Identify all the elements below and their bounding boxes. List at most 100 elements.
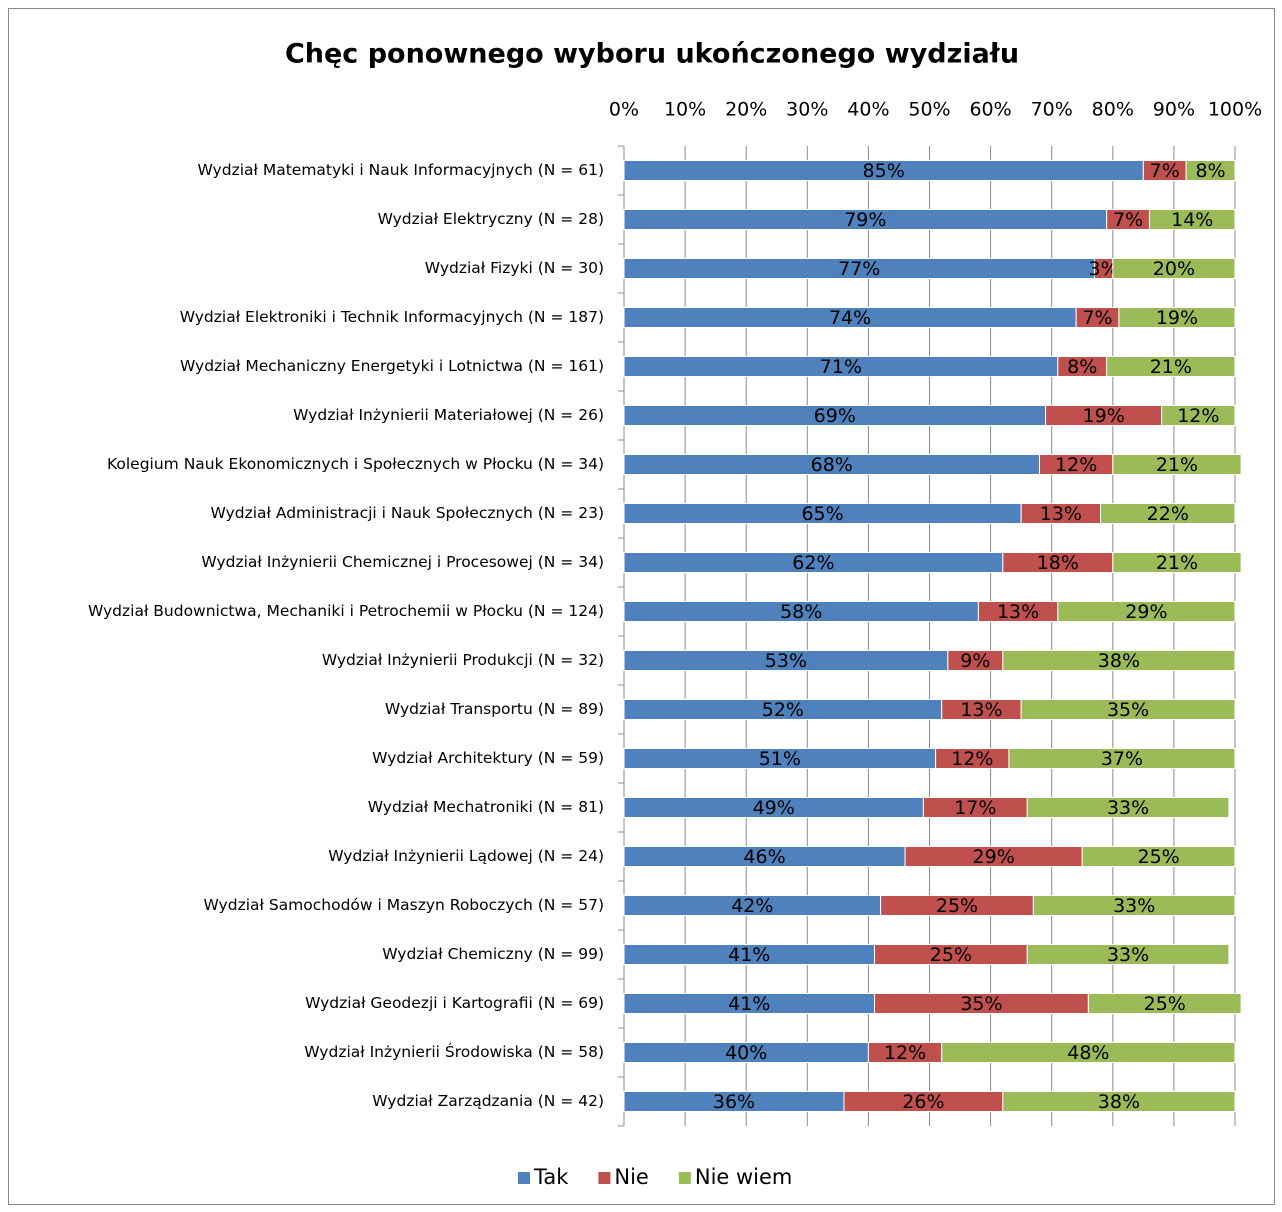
value-label: 17% [954,797,996,819]
value-label: 38% [1098,1091,1140,1113]
value-label: 46% [743,846,785,868]
x-tick-label: 70% [1031,99,1073,121]
bar-segment [1087,993,1242,1014]
value-label: 14% [1171,209,1213,231]
value-label: 33% [1107,797,1149,819]
y-tick-label: Wydział Inżynierii Lądowej (N = 24) [328,847,604,865]
bar-segment [1112,454,1242,475]
value-label: 49% [753,797,795,819]
bar-segment [1081,846,1236,867]
legend-label: Nie wiem [695,1165,793,1189]
value-label: 12% [1177,405,1219,427]
value-label: 65% [801,503,843,525]
y-tick-label: Wydział Samochodów i Maszyn Roboczych (N… [204,896,605,914]
value-label: 25% [1144,993,1186,1015]
y-tick-label: Wydział Matematyki i Nauk Informacyjnych… [198,161,605,179]
y-tick-label: Kolegium Nauk Ekonomicznych i Społecznyc… [107,455,604,473]
x-tick-label: 100% [1208,99,1262,121]
y-tick-label: Wydział Administracji i Nauk Społecznych… [211,504,604,522]
legend-swatch [678,1172,691,1184]
value-label: 7% [1082,307,1112,329]
value-label: 25% [930,944,972,966]
value-label: 21% [1150,356,1192,378]
value-label: 19% [1156,307,1198,329]
bar-segment [1032,895,1236,916]
bar-segment [1106,356,1236,377]
legend-swatch [518,1172,530,1184]
value-label: 20% [1153,258,1195,280]
value-label: 68% [811,454,853,476]
value-label: 33% [1113,895,1155,917]
bar-segment [1112,258,1236,279]
bar-segment [1161,405,1236,426]
value-label: 26% [902,1091,944,1113]
bar-segment [1112,552,1242,573]
value-label: 19% [1083,405,1125,427]
x-tick-label: 60% [969,99,1011,121]
value-label: 53% [765,650,807,672]
bar-segment [1185,160,1236,181]
value-label: 29% [1125,601,1167,623]
value-label: 29% [973,846,1015,868]
chart-title: Chęc ponownego wyboru ukończonego wydzia… [285,39,1019,70]
value-label: 36% [713,1091,755,1113]
value-label: 21% [1156,552,1198,574]
value-label: 25% [936,895,978,917]
value-label: 69% [814,405,856,427]
x-tick-label: 20% [725,99,767,121]
y-tick-label: Wydział Inżynierii Produkcji (N = 32) [322,651,604,669]
value-label: 7% [1113,209,1143,231]
bar-segment [1002,1091,1236,1112]
y-tick-label: Wydział Zarządzania (N = 42) [372,1092,604,1110]
value-label: 18% [1037,552,1079,574]
y-tick-label: Wydział Chemiczny (N = 99) [382,945,604,963]
value-label: 58% [780,601,822,623]
value-label: 21% [1156,454,1198,476]
value-label: 51% [759,748,801,770]
value-label: 13% [960,699,1002,721]
value-label: 9% [960,650,990,672]
value-label: 22% [1147,503,1189,525]
y-tick-label: Wydział Elektryczny (N = 28) [378,210,604,228]
value-label: 41% [728,944,770,966]
x-tick-label: 0% [609,99,639,121]
value-label: 25% [1138,846,1180,868]
y-tick-label: Wydział Transportu (N = 89) [385,700,604,718]
value-label: 52% [762,699,804,721]
value-label: 37% [1101,748,1143,770]
value-label: 40% [725,1042,767,1064]
bar-segment [1020,699,1236,720]
value-label: 74% [829,307,871,329]
legend-label: Nie [614,1165,648,1189]
value-label: 42% [731,895,773,917]
bar-segment [941,1042,1236,1063]
bar-segment [1026,797,1230,818]
y-tick-label: Wydział Inżynierii Materiałowej (N = 26) [293,406,604,424]
value-label: 8% [1067,356,1097,378]
legend-swatch [598,1172,611,1184]
y-tick-label: Wydział Inżynierii Chemicznej i Procesow… [201,553,604,571]
value-label: 35% [1107,699,1149,721]
value-label: 35% [960,993,1002,1015]
x-tick-label: 80% [1092,99,1134,121]
bar-segment [1008,748,1236,769]
value-label: 3% [1089,258,1119,280]
value-label: 79% [844,209,886,231]
value-label: 8% [1195,160,1225,182]
value-label: 48% [1067,1042,1109,1064]
y-tick-label: Wydział Elektroniki i Technik Informacyj… [180,308,604,326]
y-tick-label: Wydział Architektury (N = 59) [372,749,604,767]
value-label: 85% [863,160,905,182]
bar-segment [1002,650,1236,671]
bar-segment [1026,944,1230,965]
x-tick-label: 90% [1153,99,1195,121]
y-tick-label: Wydział Inżynierii Środowiska (N = 58) [304,1042,604,1061]
bar-segment [1100,503,1236,524]
x-tick-label: 10% [664,99,706,121]
y-tick-label: Wydział Mechatroniki (N = 81) [368,798,604,816]
bar-segment [1057,601,1236,622]
legend-label: Tak [533,1165,569,1189]
value-label: 38% [1098,650,1140,672]
